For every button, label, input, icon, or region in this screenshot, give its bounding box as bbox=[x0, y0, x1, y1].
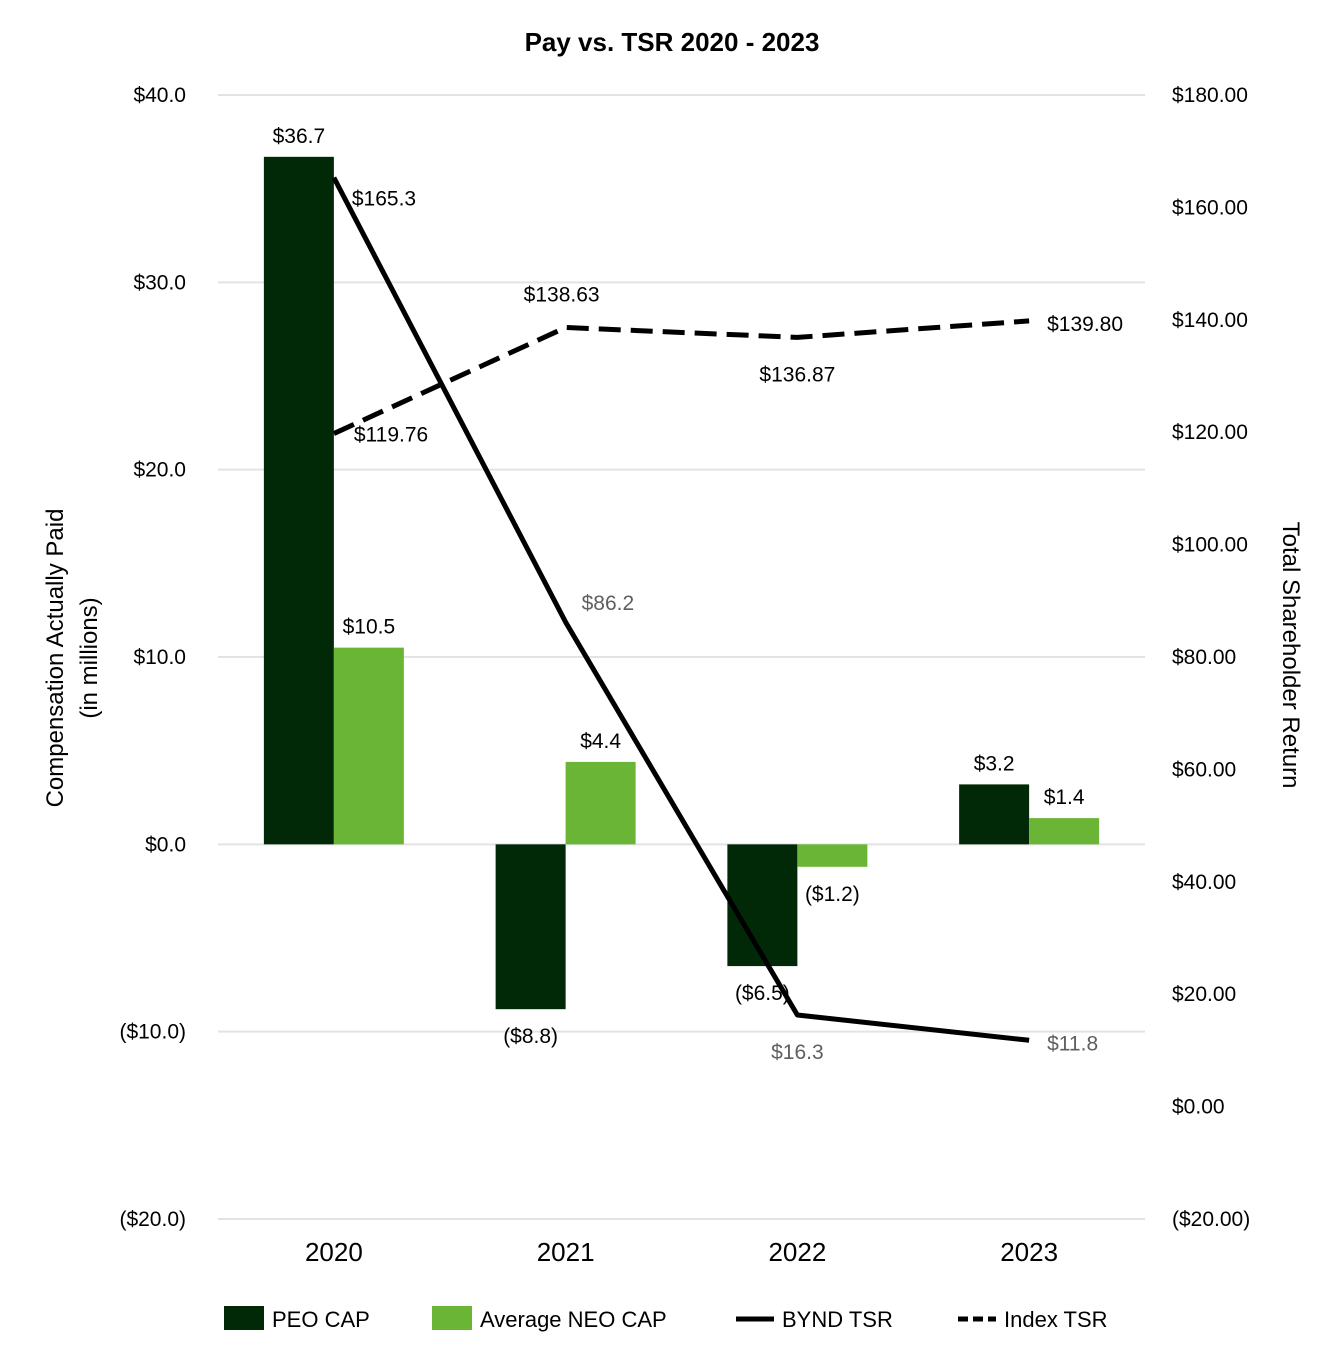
peo-cap-label: ($6.5) bbox=[735, 982, 790, 1005]
average-neo-cap-label: $4.4 bbox=[580, 730, 621, 753]
left-tick-label: $0.0 bbox=[145, 833, 186, 856]
chart-title: Pay vs. TSR 2020 - 2023 bbox=[525, 27, 820, 57]
average-neo-cap-label: $1.4 bbox=[1044, 786, 1085, 809]
left-tick-label: ($10.0) bbox=[119, 1021, 186, 1044]
peo-cap-legend-label: PEO CAP bbox=[272, 1307, 370, 1332]
index-tsr-label: $119.76 bbox=[354, 424, 428, 447]
bar-series bbox=[263, 156, 1100, 1010]
category-label: 2021 bbox=[537, 1237, 595, 1267]
left-tick-label: ($20.0) bbox=[119, 1208, 186, 1231]
average-neo-cap-bar bbox=[565, 761, 636, 845]
left-axis-ticks: $40.0 $30.0 $20.0 $10.0 $0.0 ($10.0) ($20.0) bbox=[119, 84, 186, 1231]
bynd-tsr-label: $11.8 bbox=[1047, 1032, 1098, 1055]
average-neo-cap-legend-swatch bbox=[432, 1306, 472, 1330]
peo-cap-bar bbox=[959, 784, 1030, 845]
right-tick-label: $20.00 bbox=[1172, 983, 1236, 1006]
category-label: 2022 bbox=[768, 1237, 826, 1267]
right-tick-label: $100.00 bbox=[1172, 534, 1248, 557]
peo-cap-bar bbox=[495, 844, 566, 1010]
index-tsr-legend-label: Index TSR bbox=[1004, 1307, 1108, 1332]
left-tick-label: $40.0 bbox=[133, 84, 186, 107]
right-tick-label: $180.00 bbox=[1172, 84, 1248, 107]
average-neo-cap-bar bbox=[797, 844, 868, 867]
bynd-tsr-legend-label: BYND TSR bbox=[782, 1307, 893, 1332]
right-axis-title: Total Shareholder Return bbox=[1277, 522, 1304, 789]
right-tick-label: $140.00 bbox=[1172, 309, 1248, 332]
left-axis-title-line2: (in millions) bbox=[76, 597, 103, 718]
average-neo-cap-legend-label: Average NEO CAP bbox=[480, 1307, 667, 1332]
peo-cap-label: ($8.8) bbox=[503, 1025, 558, 1048]
right-tick-label: ($20.00) bbox=[1172, 1208, 1250, 1231]
bynd-tsr-label: $165.3 bbox=[352, 188, 416, 211]
legend: PEO CAP Average NEO CAP BYND TSR Index TSR bbox=[224, 1306, 1108, 1332]
category-axis: 2020 2021 2022 2023 bbox=[305, 1237, 1058, 1267]
average-neo-cap-label: ($1.2) bbox=[805, 883, 860, 906]
right-axis-ticks: $180.00 $160.00 $140.00 $120.00 $100.00 $80.0… bbox=[1172, 84, 1250, 1231]
peo-cap-bar bbox=[263, 156, 334, 845]
peo-cap-label: $36.7 bbox=[273, 125, 326, 148]
right-tick-label: $120.00 bbox=[1172, 421, 1248, 444]
bynd-tsr-line bbox=[331, 176, 1030, 1043]
right-tick-label: $40.00 bbox=[1172, 871, 1236, 894]
index-tsr-label: $136.87 bbox=[759, 363, 835, 386]
left-tick-label: $10.0 bbox=[133, 646, 186, 669]
average-neo-cap-label: $10.5 bbox=[343, 616, 396, 639]
bynd-tsr-label: $16.3 bbox=[771, 1041, 824, 1064]
average-neo-cap-bar bbox=[333, 647, 404, 845]
left-tick-label: $30.0 bbox=[133, 271, 186, 294]
average-neo-cap-bar bbox=[1029, 818, 1100, 845]
index-tsr-label: $139.80 bbox=[1047, 313, 1123, 336]
data-labels: $36.7 ($8.8) ($6.5) $3.2 $10.5 $4.4 ($1.2) $1.4… bbox=[273, 125, 1123, 1064]
right-tick-label: $160.00 bbox=[1172, 196, 1248, 219]
left-axis-title-line1: Compensation Actually Paid bbox=[42, 509, 69, 808]
left-tick-label: $20.0 bbox=[133, 459, 186, 482]
category-label: 2023 bbox=[1000, 1237, 1058, 1267]
peo-cap-bar bbox=[727, 844, 798, 967]
bynd-tsr-label: $86.2 bbox=[582, 592, 635, 615]
category-label: 2020 bbox=[305, 1237, 363, 1267]
right-tick-label: $60.00 bbox=[1172, 758, 1236, 781]
index-tsr-line bbox=[332, 318, 1030, 436]
index-tsr-label: $138.63 bbox=[524, 283, 600, 306]
peo-cap-legend-swatch bbox=[224, 1306, 264, 1330]
right-tick-label: $0.00 bbox=[1172, 1096, 1225, 1119]
right-tick-label: $80.00 bbox=[1172, 646, 1236, 669]
peo-cap-label: $3.2 bbox=[974, 752, 1015, 775]
line-series bbox=[331, 176, 1030, 1043]
